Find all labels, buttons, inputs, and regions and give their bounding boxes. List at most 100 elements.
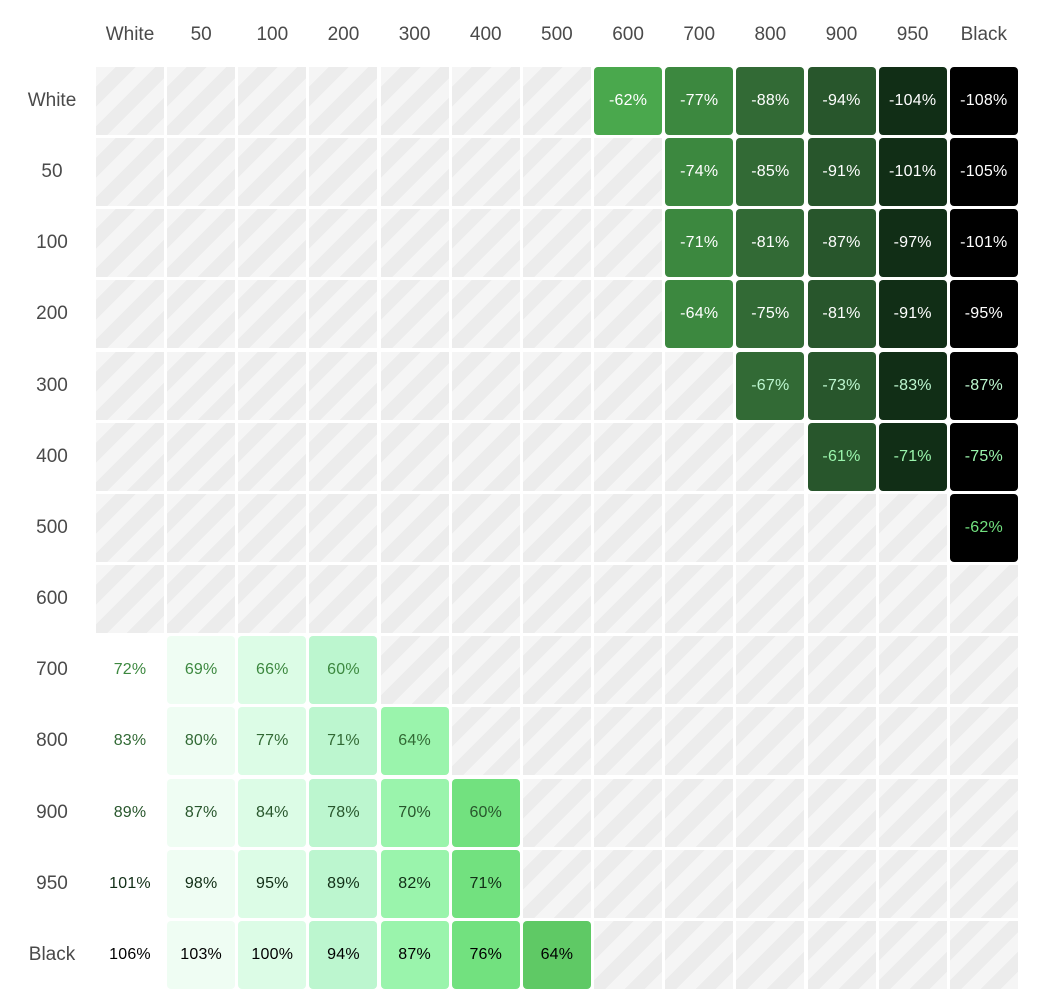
- contrast-cell: 95%: [238, 849, 307, 918]
- empty-cell: [96, 280, 164, 349]
- contrast-cell: 60%: [451, 778, 520, 847]
- contrast-cell: -95%: [949, 280, 1018, 349]
- contrast-cell: 69%: [167, 636, 236, 705]
- contrast-cell: -97%: [878, 209, 947, 278]
- contrast-cell: 103%: [167, 920, 236, 989]
- contrast-cell: 83%: [113, 732, 147, 750]
- empty-cell: [167, 565, 236, 634]
- empty-cell: [665, 849, 734, 918]
- contrast-cell: 71%: [309, 707, 378, 776]
- empty-cell: [238, 280, 307, 349]
- empty-cell: [949, 778, 1018, 847]
- contrast-cell: 66%: [238, 636, 307, 705]
- empty-cell: [309, 280, 378, 349]
- empty-cell: [309, 422, 378, 491]
- contrast-cell: -91%: [807, 138, 876, 207]
- empty-cell: [665, 565, 734, 634]
- empty-cell: [665, 351, 734, 420]
- empty-cell: [96, 493, 164, 562]
- empty-cell: [380, 351, 449, 420]
- contrast-cell: -87%: [807, 209, 876, 278]
- column-header-300: 300: [398, 24, 431, 45]
- empty-cell: [594, 920, 663, 989]
- empty-cell: [807, 849, 876, 918]
- contrast-cell: -101%: [949, 209, 1018, 278]
- empty-cell: [878, 707, 947, 776]
- contrast-cell: 87%: [380, 920, 449, 989]
- contrast-cell: -77%: [665, 67, 734, 135]
- empty-cell: [522, 422, 591, 491]
- empty-cell: [380, 493, 449, 562]
- empty-cell: [96, 67, 164, 135]
- empty-cell: [736, 493, 805, 562]
- empty-cell: [238, 493, 307, 562]
- empty-cell: [451, 493, 520, 562]
- empty-cell: [238, 565, 307, 634]
- empty-cell: [380, 209, 449, 278]
- contrast-cell: -71%: [665, 209, 734, 278]
- empty-cell: [96, 209, 164, 278]
- empty-cell: [807, 707, 876, 776]
- contrast-cell: -87%: [949, 351, 1018, 420]
- empty-cell: [309, 351, 378, 420]
- contrast-cell: 89%: [309, 849, 378, 918]
- empty-cell: [878, 565, 947, 634]
- contrast-cell: -88%: [736, 67, 805, 135]
- row-header-600: 600: [36, 588, 68, 610]
- contrast-cell: 94%: [309, 920, 378, 989]
- empty-cell: [949, 565, 1018, 634]
- contrast-cell: -104%: [878, 67, 947, 135]
- contrast-cell: -71%: [878, 422, 947, 491]
- empty-cell: [238, 351, 307, 420]
- empty-cell: [736, 636, 805, 705]
- contrast-cell: 84%: [238, 778, 307, 847]
- empty-cell: [380, 422, 449, 491]
- row-header-700: 700: [36, 659, 68, 681]
- contrast-cell: 82%: [380, 849, 449, 918]
- contrast-cell: -91%: [878, 280, 947, 349]
- contrast-cell: -81%: [736, 209, 805, 278]
- empty-cell: [522, 849, 591, 918]
- contrast-cell: -73%: [807, 351, 876, 420]
- column-header-400: 400: [469, 24, 502, 45]
- empty-cell: [309, 138, 378, 207]
- empty-cell: [736, 707, 805, 776]
- column-header-white: White: [105, 24, 155, 45]
- empty-cell: [167, 280, 236, 349]
- column-header-black: Black: [960, 24, 1008, 45]
- empty-cell: [167, 493, 236, 562]
- column-header-500: 500: [541, 24, 573, 45]
- row-header-950: 950: [36, 872, 68, 894]
- contrast-cell: 87%: [167, 778, 236, 847]
- empty-cell: [167, 138, 236, 207]
- empty-cell: [736, 920, 805, 989]
- empty-cell: [807, 920, 876, 989]
- empty-cell: [451, 565, 520, 634]
- empty-cell: [451, 209, 520, 278]
- empty-cell: [807, 565, 876, 634]
- contrast-cell: -75%: [736, 280, 805, 349]
- empty-cell: [736, 565, 805, 634]
- column-header-950: 950: [896, 24, 929, 45]
- contrast-cell: -62%: [949, 493, 1018, 562]
- contrast-cell: 60%: [309, 636, 378, 705]
- empty-cell: [522, 565, 591, 634]
- empty-cell: [380, 138, 449, 207]
- contrast-cell: 70%: [380, 778, 449, 847]
- column-header-200: 200: [327, 24, 360, 45]
- contrast-cell: 98%: [167, 849, 236, 918]
- empty-cell: [451, 707, 520, 776]
- contrast-cell: -108%: [949, 67, 1018, 135]
- empty-cell: [594, 636, 663, 705]
- contrast-cell: -105%: [949, 138, 1018, 207]
- empty-cell: [522, 67, 591, 135]
- contrast-cell: -67%: [736, 351, 805, 420]
- row-header-100: 100: [36, 232, 68, 254]
- empty-cell: [665, 920, 734, 989]
- empty-cell: [949, 920, 1018, 989]
- empty-cell: [878, 920, 947, 989]
- empty-cell: [522, 778, 591, 847]
- empty-cell: [167, 422, 236, 491]
- column-header-900: 900: [825, 24, 858, 45]
